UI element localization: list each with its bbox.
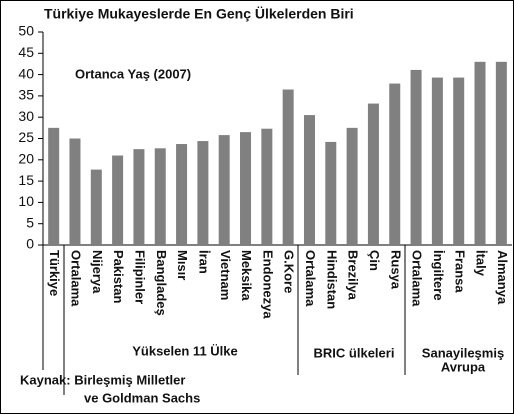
bar xyxy=(176,144,188,245)
bar xyxy=(325,141,337,245)
source: Kaynak: Birleşmiş Milletler xyxy=(20,372,185,387)
x-tick-label: G.Kore xyxy=(282,250,297,293)
source: ve Goldman Sachs xyxy=(84,390,200,405)
x-tick-label: Türkiye xyxy=(47,250,62,296)
y-tick-label: 40 xyxy=(18,65,34,81)
y-tick-label: 50 xyxy=(18,23,34,39)
x-tick-label: Bangladeş xyxy=(154,250,169,316)
bar xyxy=(346,127,358,245)
bar xyxy=(90,169,102,245)
y-tick-label: 0 xyxy=(26,236,34,252)
x-tick-label: Almanya xyxy=(495,250,510,305)
bar xyxy=(282,89,294,245)
x-tick-label: Ortalama xyxy=(69,250,84,307)
x-tick-label: Endonezya xyxy=(260,250,275,319)
y-tick-label: 45 xyxy=(18,44,34,60)
bar xyxy=(197,141,209,245)
x-tick-label: Hindistan xyxy=(324,250,339,309)
x-tick-label: İran xyxy=(196,250,211,274)
y-tick-label: 20 xyxy=(18,151,34,167)
x-tick-label: İtaly xyxy=(474,250,489,277)
x-tick-label: Fransa xyxy=(452,250,467,293)
bar xyxy=(261,128,273,245)
y-tick-label: 30 xyxy=(18,108,34,124)
bar xyxy=(453,77,465,245)
bar xyxy=(389,83,401,246)
x-tick-label: Çin xyxy=(367,250,382,271)
y-tick-label: 5 xyxy=(26,214,34,230)
bar xyxy=(69,138,81,245)
y-tick-label: 15 xyxy=(18,172,34,188)
group-label: Avrupa xyxy=(441,359,486,374)
bar xyxy=(133,149,145,245)
bar xyxy=(154,148,166,245)
y-tick-label: 10 xyxy=(18,193,34,209)
bar xyxy=(240,132,252,245)
x-tick-label: Nijerya xyxy=(90,250,105,294)
x-tick-label: Filipinler xyxy=(132,250,147,304)
x-tick-label: Rusya xyxy=(388,250,403,290)
y-tick-label: 25 xyxy=(18,129,34,145)
group-label: Yükselen 11 Ülke xyxy=(132,343,238,358)
bar xyxy=(495,61,507,245)
bar xyxy=(303,115,315,245)
x-tick-label: İngiltere xyxy=(431,250,446,301)
x-tick-label: Meksika xyxy=(239,250,254,301)
bar xyxy=(410,69,422,245)
bar xyxy=(474,61,486,245)
group-label: Sanayileşmiş xyxy=(422,345,504,360)
x-tick-label: Vietnam xyxy=(218,250,233,300)
x-tick-label: Ortalama xyxy=(410,250,425,307)
x-tick-label: Mısır xyxy=(175,250,190,280)
bar xyxy=(431,77,443,245)
y-tick-label: 35 xyxy=(18,87,34,103)
bar xyxy=(218,135,230,245)
bar xyxy=(367,103,379,246)
x-tick-label: Ortalama xyxy=(303,250,318,307)
annotation: Ortanca Yaş (2007) xyxy=(75,66,191,81)
bar xyxy=(48,127,60,245)
chart-title: Türkiye Mukayeslerde En Genç Ülkelerden … xyxy=(44,6,354,22)
bar xyxy=(112,155,124,245)
x-tick-label: Brezilya xyxy=(346,250,361,301)
x-tick-label: Pakistan xyxy=(111,250,126,304)
group-label: BRIC ülkeleri xyxy=(314,345,395,360)
